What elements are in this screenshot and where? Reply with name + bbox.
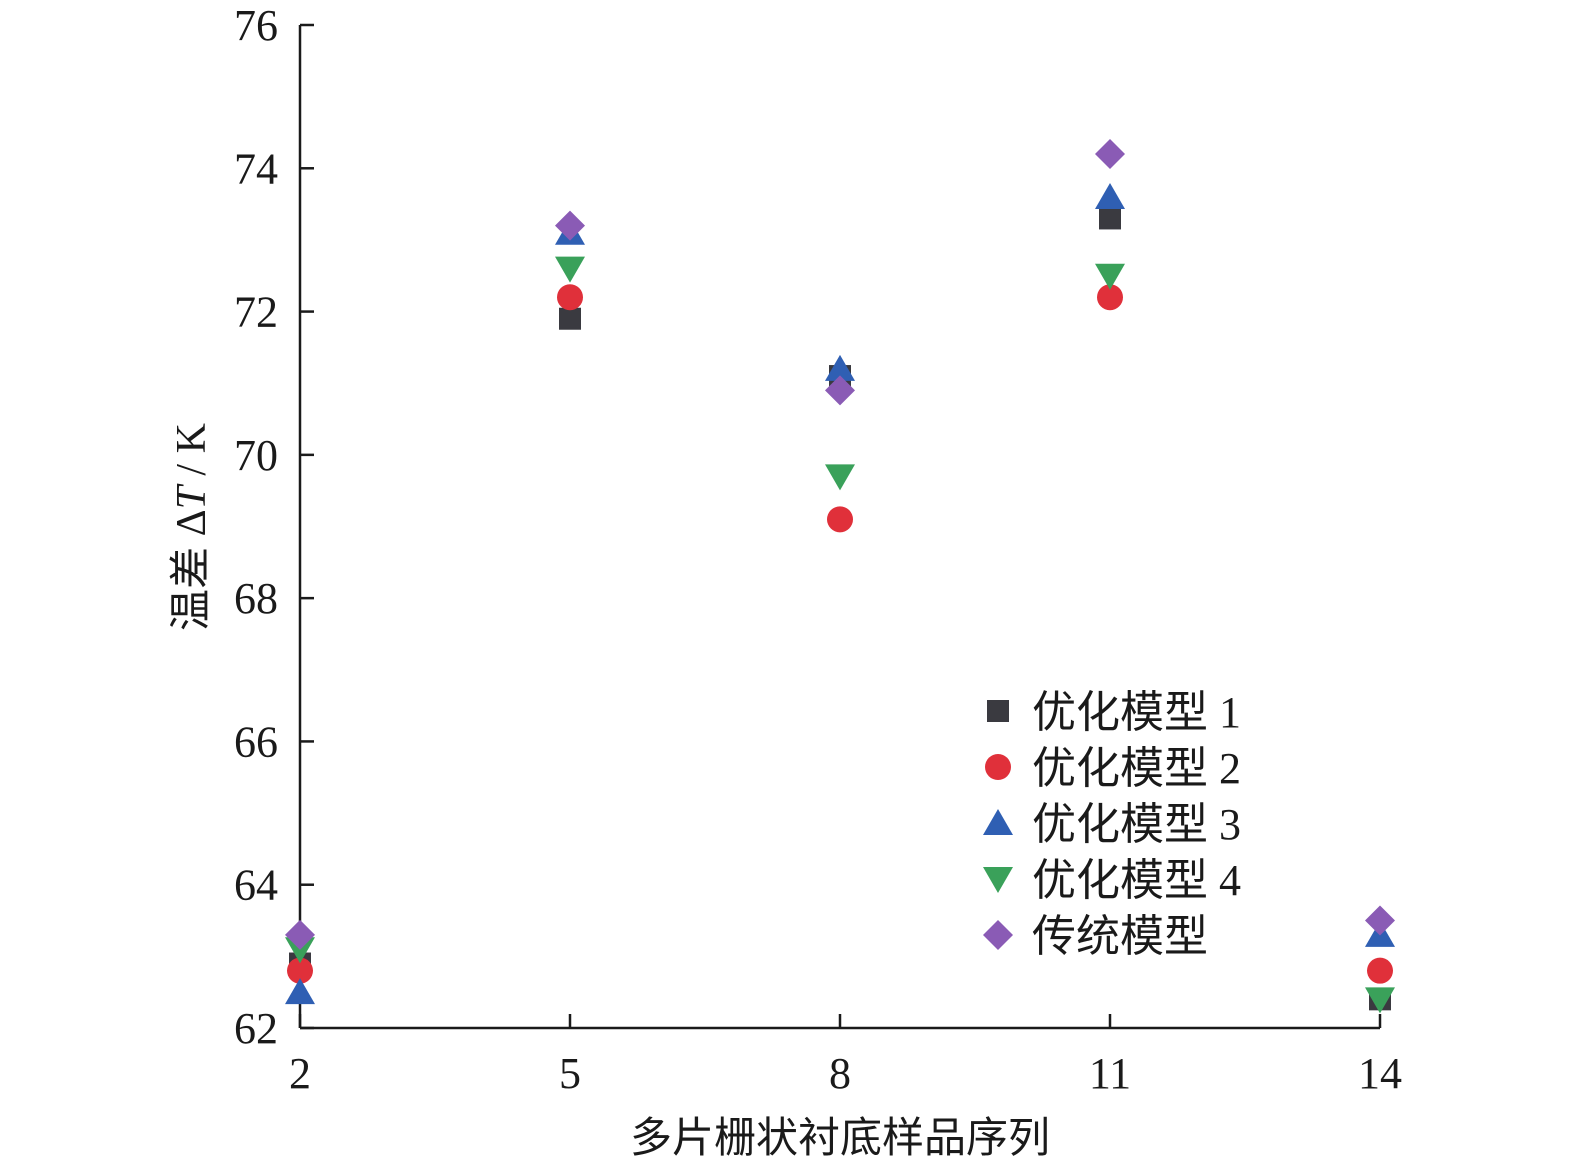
data-point <box>557 284 583 311</box>
y-axis-label-var: T <box>169 483 215 509</box>
legend-label: 优化模型 4 <box>1032 856 1241 905</box>
data-point <box>825 354 855 381</box>
legend: 优化模型 1 优化模型 2 优化模型 3 优化模型 4 传统模型 <box>983 688 1241 961</box>
data-point <box>1365 987 1395 1014</box>
data-point <box>285 978 315 1005</box>
y-tick-label: 62 <box>234 1004 278 1053</box>
series-2 <box>287 284 1393 984</box>
data-point <box>1365 905 1395 936</box>
y-tick-label: 70 <box>234 431 278 480</box>
data-points <box>285 138 1395 1014</box>
legend-marker <box>983 809 1013 835</box>
series-5 <box>285 138 1395 950</box>
y-tick-label: 66 <box>234 717 278 766</box>
x-tick-label: 8 <box>829 1049 851 1098</box>
x-tick-label: 11 <box>1089 1049 1131 1098</box>
data-point <box>559 307 581 330</box>
axis-ticks: 62 64 66 68 70 72 74 76 2 5 8 11 14 <box>234 1 1402 1098</box>
data-point <box>285 919 315 950</box>
data-point <box>555 210 585 241</box>
data-point <box>1097 284 1123 311</box>
legend-label: 优化模型 1 <box>1032 688 1241 737</box>
data-point <box>1095 263 1125 290</box>
x-axis-label: 多片栅状衬底样品序列 <box>630 1116 1050 1162</box>
legend-marker <box>985 754 1011 780</box>
data-point <box>1095 138 1125 169</box>
x-tick-label: 2 <box>289 1049 311 1098</box>
legend-label: 传统模型 <box>1032 912 1208 961</box>
y-axis-label-suffix: / K <box>169 423 215 486</box>
y-tick-label: 74 <box>234 144 278 193</box>
data-point <box>1367 957 1393 984</box>
data-point <box>1099 207 1121 230</box>
legend-marker <box>983 920 1013 950</box>
y-axis-label: 温差 ΔT / K <box>169 423 215 631</box>
legend-label: 优化模型 2 <box>1032 744 1241 793</box>
series-4 <box>285 256 1395 1014</box>
legend-item: 优化模型 4 <box>983 856 1241 905</box>
legend-item: 优化模型 1 <box>987 688 1241 737</box>
data-point <box>827 506 853 533</box>
legend-marker <box>987 700 1009 722</box>
data-point <box>285 937 315 964</box>
x-tick-label: 14 <box>1358 1049 1402 1098</box>
y-tick-label: 72 <box>234 288 278 337</box>
x-tick-label: 5 <box>559 1049 581 1098</box>
legend-marker <box>983 867 1013 893</box>
legend-item: 传统模型 <box>983 912 1208 961</box>
y-tick-label: 76 <box>234 1 278 50</box>
data-point <box>287 957 313 984</box>
data-point <box>555 256 585 283</box>
legend-item: 优化模型 3 <box>983 800 1241 849</box>
data-point <box>1095 182 1125 209</box>
y-tick-label: 64 <box>234 861 278 910</box>
data-point <box>825 464 855 491</box>
y-axis-label-prefix: 温差 Δ <box>169 509 215 631</box>
legend-label: 优化模型 3 <box>1032 800 1241 849</box>
legend-item: 优化模型 2 <box>985 744 1241 793</box>
data-point <box>825 375 855 406</box>
y-tick-label: 68 <box>234 574 278 623</box>
